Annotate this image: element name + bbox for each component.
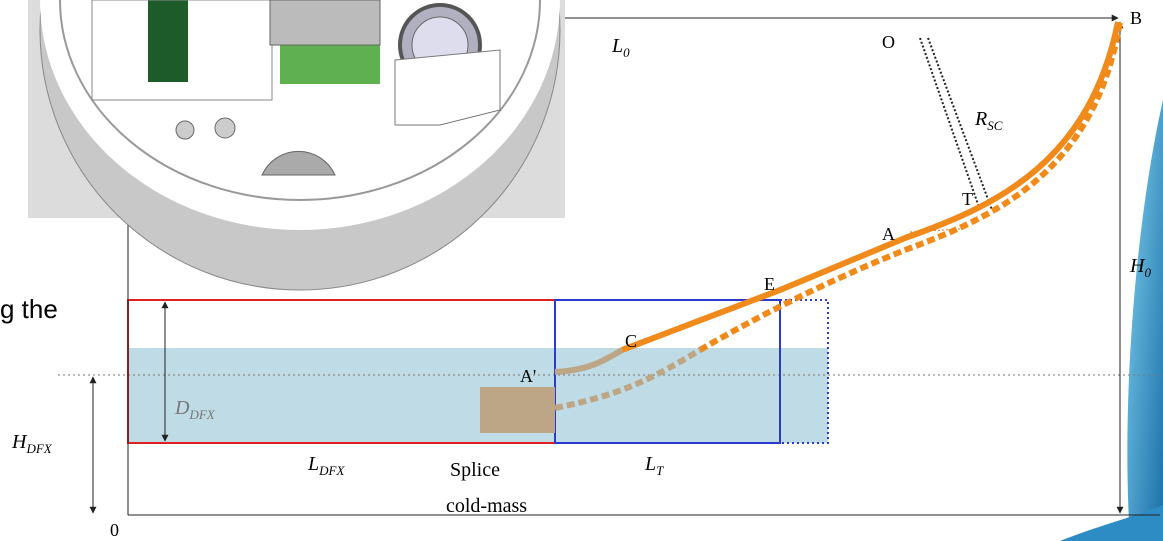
- diagram: g the L0 O B RSC T A E H0 C A' DDFX HDFX…: [0, 0, 1163, 541]
- label-part: DFX: [318, 463, 345, 478]
- label-part: DFX: [25, 441, 52, 456]
- label: B: [1130, 8, 1142, 28]
- label-part: H: [11, 431, 28, 453]
- label-part: H: [1129, 255, 1146, 277]
- label: A': [520, 366, 536, 386]
- label-part: DFX: [188, 407, 215, 422]
- label-part: T: [656, 463, 664, 478]
- label: 0: [110, 520, 119, 540]
- splice-label: Splice: [450, 459, 500, 481]
- label: LT: [644, 453, 664, 478]
- label: RSC: [974, 108, 1003, 133]
- background-wave: [1127, 100, 1163, 541]
- label: HDFX: [11, 431, 53, 456]
- label: T: [962, 189, 973, 209]
- label: L0: [611, 35, 630, 60]
- label-part: D: [174, 397, 190, 419]
- label: C: [625, 331, 637, 351]
- label: LDFX: [307, 453, 345, 478]
- slide-text: g the: [0, 294, 58, 324]
- label: O: [882, 32, 895, 52]
- liquid-level: [128, 348, 828, 443]
- label-part: L: [611, 35, 623, 57]
- label-part: R: [974, 108, 987, 130]
- label-part: L: [644, 453, 656, 475]
- cross-section-image: [28, 0, 565, 290]
- label-part: L: [307, 453, 319, 475]
- label: A: [882, 224, 895, 244]
- label: E: [764, 274, 775, 294]
- label-part: 0: [1144, 265, 1151, 280]
- splice-label: cold-mass: [446, 495, 527, 517]
- label-part: SC: [987, 118, 1003, 133]
- label-part: 0: [623, 45, 630, 60]
- splice: [480, 387, 555, 433]
